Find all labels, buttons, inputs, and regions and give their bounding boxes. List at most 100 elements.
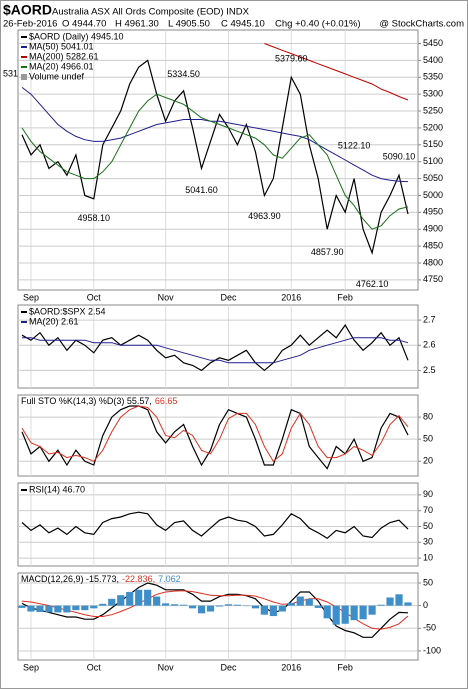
histogram-bar (153, 596, 161, 606)
histogram-bar (90, 605, 98, 609)
y-tick-label: 50 (423, 521, 433, 531)
plot-area (21, 324, 409, 372)
x-tick-label: Dec (220, 662, 237, 672)
y-tick-label: 10 (423, 552, 433, 562)
histogram-bar (126, 592, 134, 606)
histogram-bar (251, 605, 259, 609)
price-annotation: 4857.90 (311, 247, 344, 257)
legend-entry: 7.062 (158, 574, 181, 584)
legend-entry: -22.836, (122, 574, 155, 584)
x-tick-label: 2016 (281, 292, 301, 302)
series-line (21, 93, 409, 230)
y-tick-label: -50 (423, 623, 436, 633)
histogram-bar (377, 604, 385, 606)
series-line (21, 405, 409, 470)
x-tick-label: 2016 (281, 662, 301, 672)
price-annotation: 4963.90 (248, 211, 281, 221)
legend-entry: MA(50) 5041.01 (29, 41, 94, 51)
histogram-bar (135, 589, 143, 606)
legend-entry: Full STO %K(14,3) %D(3) 55.57, (21, 396, 152, 406)
y-tick-label: 2.5 (423, 365, 436, 375)
legend: MACD(12,26,9) -15.773, -22.836, 7.062 (21, 574, 181, 584)
legend: Full STO %K(14,3) %D(3) 55.57, 66.65 (21, 396, 177, 406)
histogram-bar (287, 602, 295, 606)
x-tick-label: Oct (87, 662, 102, 672)
histogram-bar (332, 605, 340, 625)
histogram-bar (395, 594, 403, 606)
legend-entry: MACD(12,26,9) -15.773, (21, 574, 119, 584)
open: O 4944.70 (62, 19, 106, 30)
histogram-bar (314, 605, 322, 608)
date: 26-Feb-2016 (3, 19, 57, 30)
symbol: $AORD (3, 2, 52, 18)
legend-entry: MA(20) 2.61 (29, 316, 79, 326)
y-tick-label: 5250 (423, 105, 443, 115)
legend-entry: MA(200) 5282.61 (29, 51, 99, 61)
y-tick-label: 5150 (423, 139, 443, 149)
price-annotation: 4958.10 (78, 213, 111, 223)
legend-entry: $AORD:$SPX 2.54 (29, 306, 106, 316)
change: Chg +0.40 (+0.01%) (275, 19, 361, 30)
plot-area (21, 43, 409, 255)
y-tick-label: 0 (423, 600, 428, 610)
legend-entry: MA(20) 4966.01 (29, 61, 94, 71)
panel-frame (17, 572, 419, 661)
clipped-label: 531 (3, 68, 18, 78)
series-line (21, 87, 409, 183)
y-tick-label: 5050 (423, 173, 443, 183)
x-tick-label: Nov (158, 662, 175, 672)
histogram-bar (54, 605, 62, 613)
histogram-bar (206, 605, 215, 612)
histogram-bar (144, 589, 152, 606)
histogram-bar (171, 604, 179, 606)
panel-frame (17, 394, 419, 477)
histogram-bar (188, 605, 197, 609)
histogram-bar (108, 598, 116, 606)
y-tick-label: 5400 (423, 55, 443, 65)
low: L 4905.50 (168, 19, 210, 30)
histogram-bar (162, 603, 170, 606)
plot-area (21, 405, 409, 470)
panel-frame (17, 29, 419, 291)
y-tick-label: 70 (423, 505, 433, 515)
x-tick-label: Feb (337, 662, 353, 672)
x-tick-label: Sep (23, 662, 39, 672)
histogram-bar (36, 605, 44, 612)
histogram-bar (368, 605, 376, 615)
legend-entry: 66.65 (155, 396, 178, 406)
price-annotation: 5090.10 (383, 151, 416, 161)
histogram-bar (99, 603, 107, 606)
y-tick-label: -100 (423, 645, 441, 655)
close: C 4945.10 (221, 19, 265, 30)
y-tick-label: 5200 (423, 122, 443, 132)
series-line (21, 59, 409, 255)
histogram-bar (233, 604, 242, 606)
histogram-bar (386, 597, 394, 606)
x-tick-label: Feb (337, 292, 353, 302)
histogram-bar (27, 605, 35, 612)
series-line (264, 43, 409, 101)
y-tick-label: 4800 (423, 257, 443, 267)
y-tick-label: 5100 (423, 156, 443, 166)
y-tick-label: 4750 (423, 274, 443, 284)
histogram-bar (305, 598, 313, 606)
y-tick-label: 50 (423, 577, 433, 587)
price-annotation: 5379.60 (275, 54, 308, 64)
histogram-bar (269, 605, 277, 617)
y-tick-label: 20 (423, 456, 433, 466)
y-tick-label: 4850 (423, 240, 443, 250)
histogram-bar (323, 605, 331, 619)
histogram-bar (224, 604, 233, 606)
x-tick-label: Sep (23, 292, 39, 302)
price-annotation: 4762.10 (356, 279, 389, 289)
y-tick-label: 2.7 (423, 314, 436, 324)
y-tick-label: 4950 (423, 207, 443, 217)
y-tick-label: 5000 (423, 190, 443, 200)
histogram-bar (296, 596, 304, 606)
x-tick-label: Dec (220, 292, 237, 302)
x-tick-label: Nov (158, 292, 175, 302)
histogram-bar (260, 605, 268, 615)
histogram-bar (117, 595, 125, 606)
plot-area (21, 511, 409, 540)
